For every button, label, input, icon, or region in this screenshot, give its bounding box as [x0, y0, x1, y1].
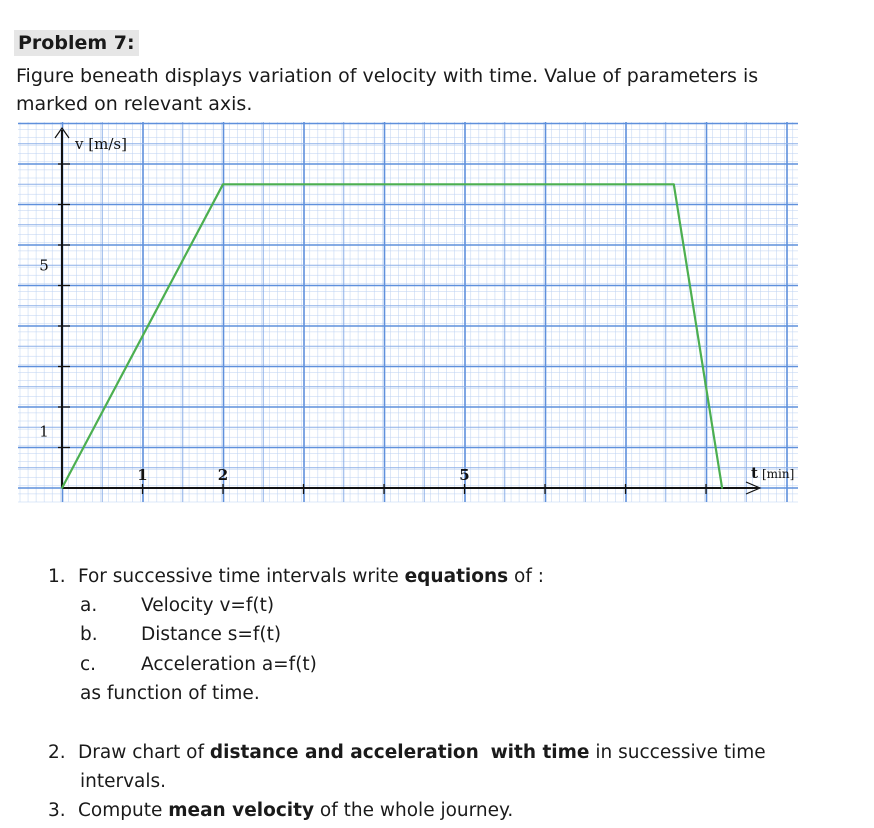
series-point	[721, 487, 723, 489]
question-2: 2. Draw chart of distance and acceleratio…	[48, 738, 766, 767]
question-2-bold-2: with time	[490, 742, 590, 763]
x-tick-label: 2	[218, 466, 228, 484]
y-tick-label: 1	[39, 422, 49, 440]
question-2-line-2: intervals.	[80, 771, 167, 792]
question-2-pre: Draw chart of	[78, 742, 210, 763]
question-2-number: 2.	[48, 742, 66, 763]
question-1-post: of :	[508, 566, 544, 587]
y-axis-arrow	[54, 126, 70, 139]
y-tick-label: 5	[39, 256, 49, 274]
question-1-item-a: a. Velocity v=f(t)	[80, 591, 274, 620]
chart-labels: v [m/s] t [min] 1 2 5 1 5	[39, 135, 794, 484]
item-text: Acceleration a=f(t)	[141, 654, 317, 675]
chart-grid	[18, 122, 798, 503]
item-letter: a.	[80, 595, 98, 616]
problem-title: Problem 7:	[14, 30, 139, 56]
chart-ticks	[58, 163, 707, 494]
question-3-post: of the whole journey.	[314, 800, 514, 821]
question-1-item-b: b. Distance s=f(t)	[80, 620, 281, 649]
series-point	[222, 183, 224, 186]
velocity-time-chart: v [m/s] t [min] 1 2 5 1 5	[18, 122, 798, 503]
question-3-pre: Compute	[78, 800, 169, 821]
series-line-0	[61, 183, 724, 489]
item-letter: c.	[80, 654, 97, 675]
question-1-pre: For successive time intervals write	[78, 566, 405, 587]
x-axis-unit: [min]	[762, 467, 794, 481]
problem-intro: Figure beneath displays variation of vel…	[16, 65, 759, 115]
question-1-number: 1.	[48, 566, 66, 587]
item-text: Distance s=f(t)	[141, 624, 282, 645]
question-3: 3. Compute mean velocity of the whole jou…	[48, 796, 513, 825]
series-point	[672, 183, 675, 186]
x-axis-label: t	[751, 464, 758, 482]
question-2-mid	[479, 742, 491, 763]
question-2-bold-1: distance and acceleration	[209, 742, 479, 763]
question-1-bold: equations	[404, 566, 509, 587]
chart-axes	[54, 126, 762, 495]
question-1: 1. For successive time intervals write eq…	[48, 562, 544, 591]
question-3-bold: mean velocity	[168, 800, 315, 821]
x-tick-label: 5	[459, 466, 469, 484]
y-axis-label: v [m/s]	[74, 135, 127, 153]
chart-series	[61, 183, 724, 489]
item-text: Velocity v=f(t)	[141, 595, 275, 616]
question-3-number: 3.	[48, 800, 66, 821]
x-tick-label: 1	[137, 466, 147, 484]
question-1-tail: as function of time.	[80, 683, 260, 704]
item-letter: b.	[80, 624, 98, 645]
grid-background	[18, 122, 798, 502]
question-2-post: in successive time	[589, 742, 766, 763]
x-axis-arrow	[745, 481, 762, 495]
series-point	[61, 487, 63, 489]
question-1-item-c: c. Acceleration a=f(t)	[80, 650, 317, 679]
